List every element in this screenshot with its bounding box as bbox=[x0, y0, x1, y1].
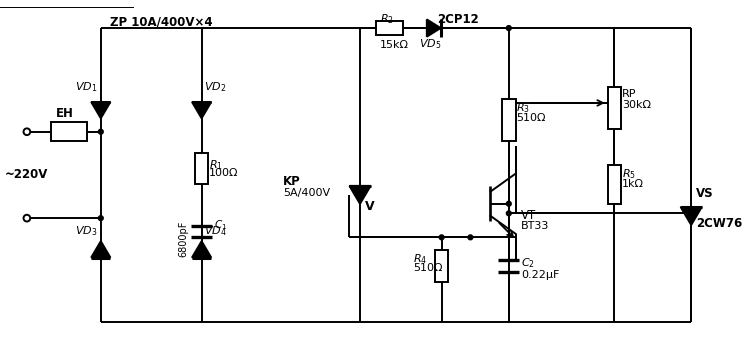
Circle shape bbox=[507, 26, 511, 31]
Text: $C_1$: $C_1$ bbox=[214, 218, 228, 232]
Text: RP: RP bbox=[622, 88, 637, 99]
Bar bbox=[435, 250, 449, 282]
Circle shape bbox=[468, 235, 472, 240]
Polygon shape bbox=[192, 241, 211, 257]
Text: 30kΩ: 30kΩ bbox=[622, 100, 651, 110]
Polygon shape bbox=[192, 102, 211, 118]
Bar bbox=[608, 165, 621, 204]
Text: $VD_1$: $VD_1$ bbox=[74, 81, 97, 94]
Text: VT: VT bbox=[522, 209, 536, 221]
Circle shape bbox=[507, 201, 511, 206]
Polygon shape bbox=[92, 102, 110, 118]
Text: 6800pF: 6800pF bbox=[178, 221, 188, 257]
Text: BT33: BT33 bbox=[522, 221, 550, 231]
Text: 510Ω: 510Ω bbox=[413, 263, 442, 273]
Text: 510Ω: 510Ω bbox=[516, 112, 546, 122]
Circle shape bbox=[439, 235, 444, 240]
Polygon shape bbox=[427, 19, 440, 37]
Text: VS: VS bbox=[696, 187, 713, 200]
Text: 1kΩ: 1kΩ bbox=[622, 179, 644, 189]
Text: $VD_5$: $VD_5$ bbox=[419, 38, 441, 51]
Text: 2CW76: 2CW76 bbox=[696, 217, 743, 230]
Text: $C_2$: $C_2$ bbox=[522, 256, 535, 270]
Text: 100Ω: 100Ω bbox=[209, 168, 239, 178]
Bar bbox=[195, 153, 208, 184]
Polygon shape bbox=[92, 241, 110, 257]
Text: 5A/400V: 5A/400V bbox=[283, 188, 330, 198]
Text: KP: KP bbox=[283, 175, 301, 188]
Polygon shape bbox=[350, 186, 371, 204]
Text: 15kΩ: 15kΩ bbox=[380, 40, 409, 50]
Text: $R_5$: $R_5$ bbox=[622, 167, 636, 181]
Circle shape bbox=[98, 129, 103, 134]
Text: ~220V: ~220V bbox=[4, 168, 48, 181]
Text: $R_4$: $R_4$ bbox=[413, 252, 427, 265]
Bar bbox=[608, 87, 621, 129]
Text: $VD_3$: $VD_3$ bbox=[74, 225, 97, 238]
Text: 2CP12: 2CP12 bbox=[437, 13, 478, 26]
Text: $VD_2$: $VD_2$ bbox=[205, 81, 227, 94]
Text: $R_3$: $R_3$ bbox=[516, 101, 530, 115]
Text: $VD_4$: $VD_4$ bbox=[205, 225, 227, 238]
Text: EH: EH bbox=[56, 107, 74, 120]
Text: $R_1$: $R_1$ bbox=[209, 159, 223, 172]
Polygon shape bbox=[681, 207, 702, 225]
Text: $R_2$: $R_2$ bbox=[380, 12, 394, 26]
Bar bbox=[502, 99, 516, 141]
Bar bbox=[51, 122, 87, 141]
Circle shape bbox=[98, 216, 103, 221]
Text: V: V bbox=[365, 200, 374, 213]
Text: ZP 10A/400V×4: ZP 10A/400V×4 bbox=[110, 15, 213, 28]
Text: 0.22μF: 0.22μF bbox=[522, 270, 559, 280]
Circle shape bbox=[507, 211, 511, 216]
Bar bbox=[376, 21, 403, 35]
